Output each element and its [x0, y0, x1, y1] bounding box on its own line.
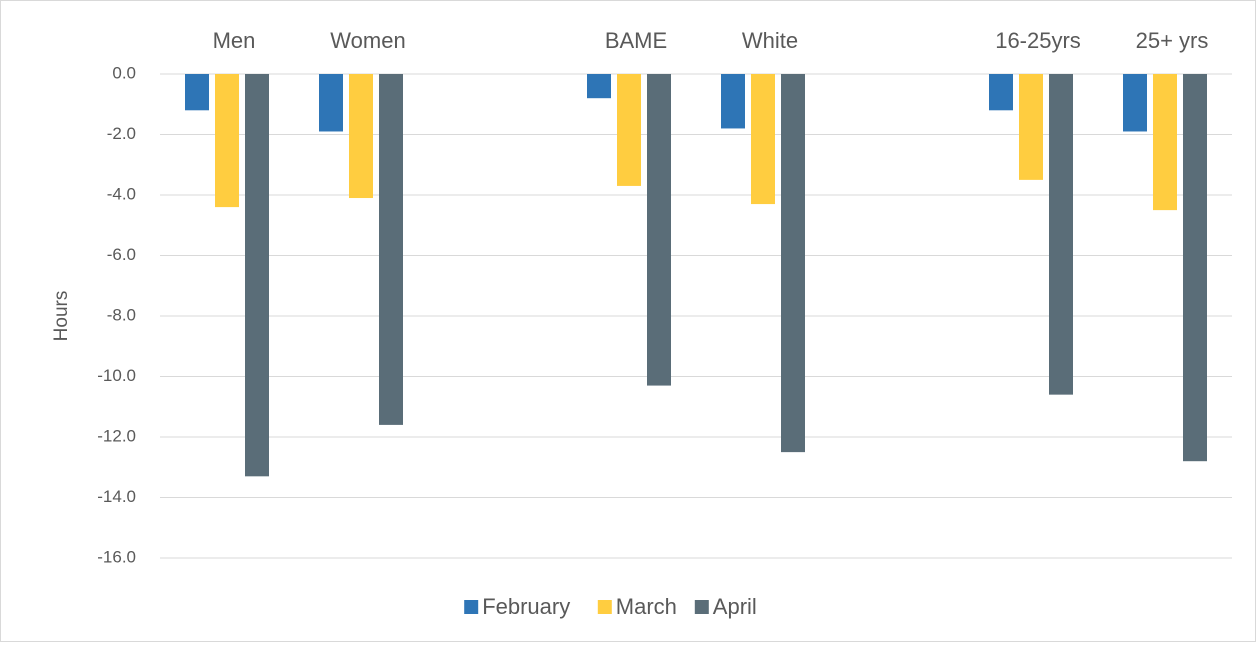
- bar: [989, 74, 1013, 111]
- bar: [379, 74, 403, 425]
- bar: [185, 74, 209, 111]
- legend-label: April: [713, 594, 757, 619]
- bar: [1123, 74, 1147, 132]
- legend-swatch: [464, 600, 479, 614]
- category-label: 16-25yrs: [995, 28, 1081, 53]
- y-tick-label: -8.0: [107, 305, 136, 324]
- y-tick-label: -16.0: [97, 547, 136, 566]
- bar: [781, 74, 805, 453]
- y-tick-label: -4.0: [107, 184, 136, 203]
- bar: [617, 74, 641, 186]
- bar: [1019, 74, 1043, 180]
- y-tick-label: -2.0: [107, 124, 136, 143]
- legend-label: February: [482, 594, 570, 619]
- y-tick-label: -14.0: [97, 487, 136, 506]
- category-label: Women: [330, 28, 405, 53]
- category-label: White: [742, 28, 798, 53]
- bar: [245, 74, 269, 477]
- bar: [215, 74, 239, 208]
- bar: [1183, 74, 1207, 462]
- bar: [751, 74, 775, 205]
- legend-label: March: [616, 594, 677, 619]
- legend-swatch: [694, 600, 709, 614]
- y-tick-label: -6.0: [107, 245, 136, 264]
- bar: [349, 74, 373, 199]
- y-tick-label: -12.0: [97, 426, 136, 445]
- category-label: 25+ yrs: [1136, 28, 1209, 53]
- bar: [721, 74, 745, 129]
- category-label: BAME: [605, 28, 667, 53]
- bar: [1049, 74, 1073, 395]
- legend-swatch: [597, 600, 612, 614]
- category-label: Men: [213, 28, 256, 53]
- y-axis-label: Hours: [51, 291, 72, 342]
- bar: [319, 74, 343, 132]
- bar: [647, 74, 671, 386]
- y-tick-label: -10.0: [97, 366, 136, 385]
- bar: [1153, 74, 1177, 211]
- y-tick-label: 0.0: [112, 63, 136, 82]
- bar: [587, 74, 611, 99]
